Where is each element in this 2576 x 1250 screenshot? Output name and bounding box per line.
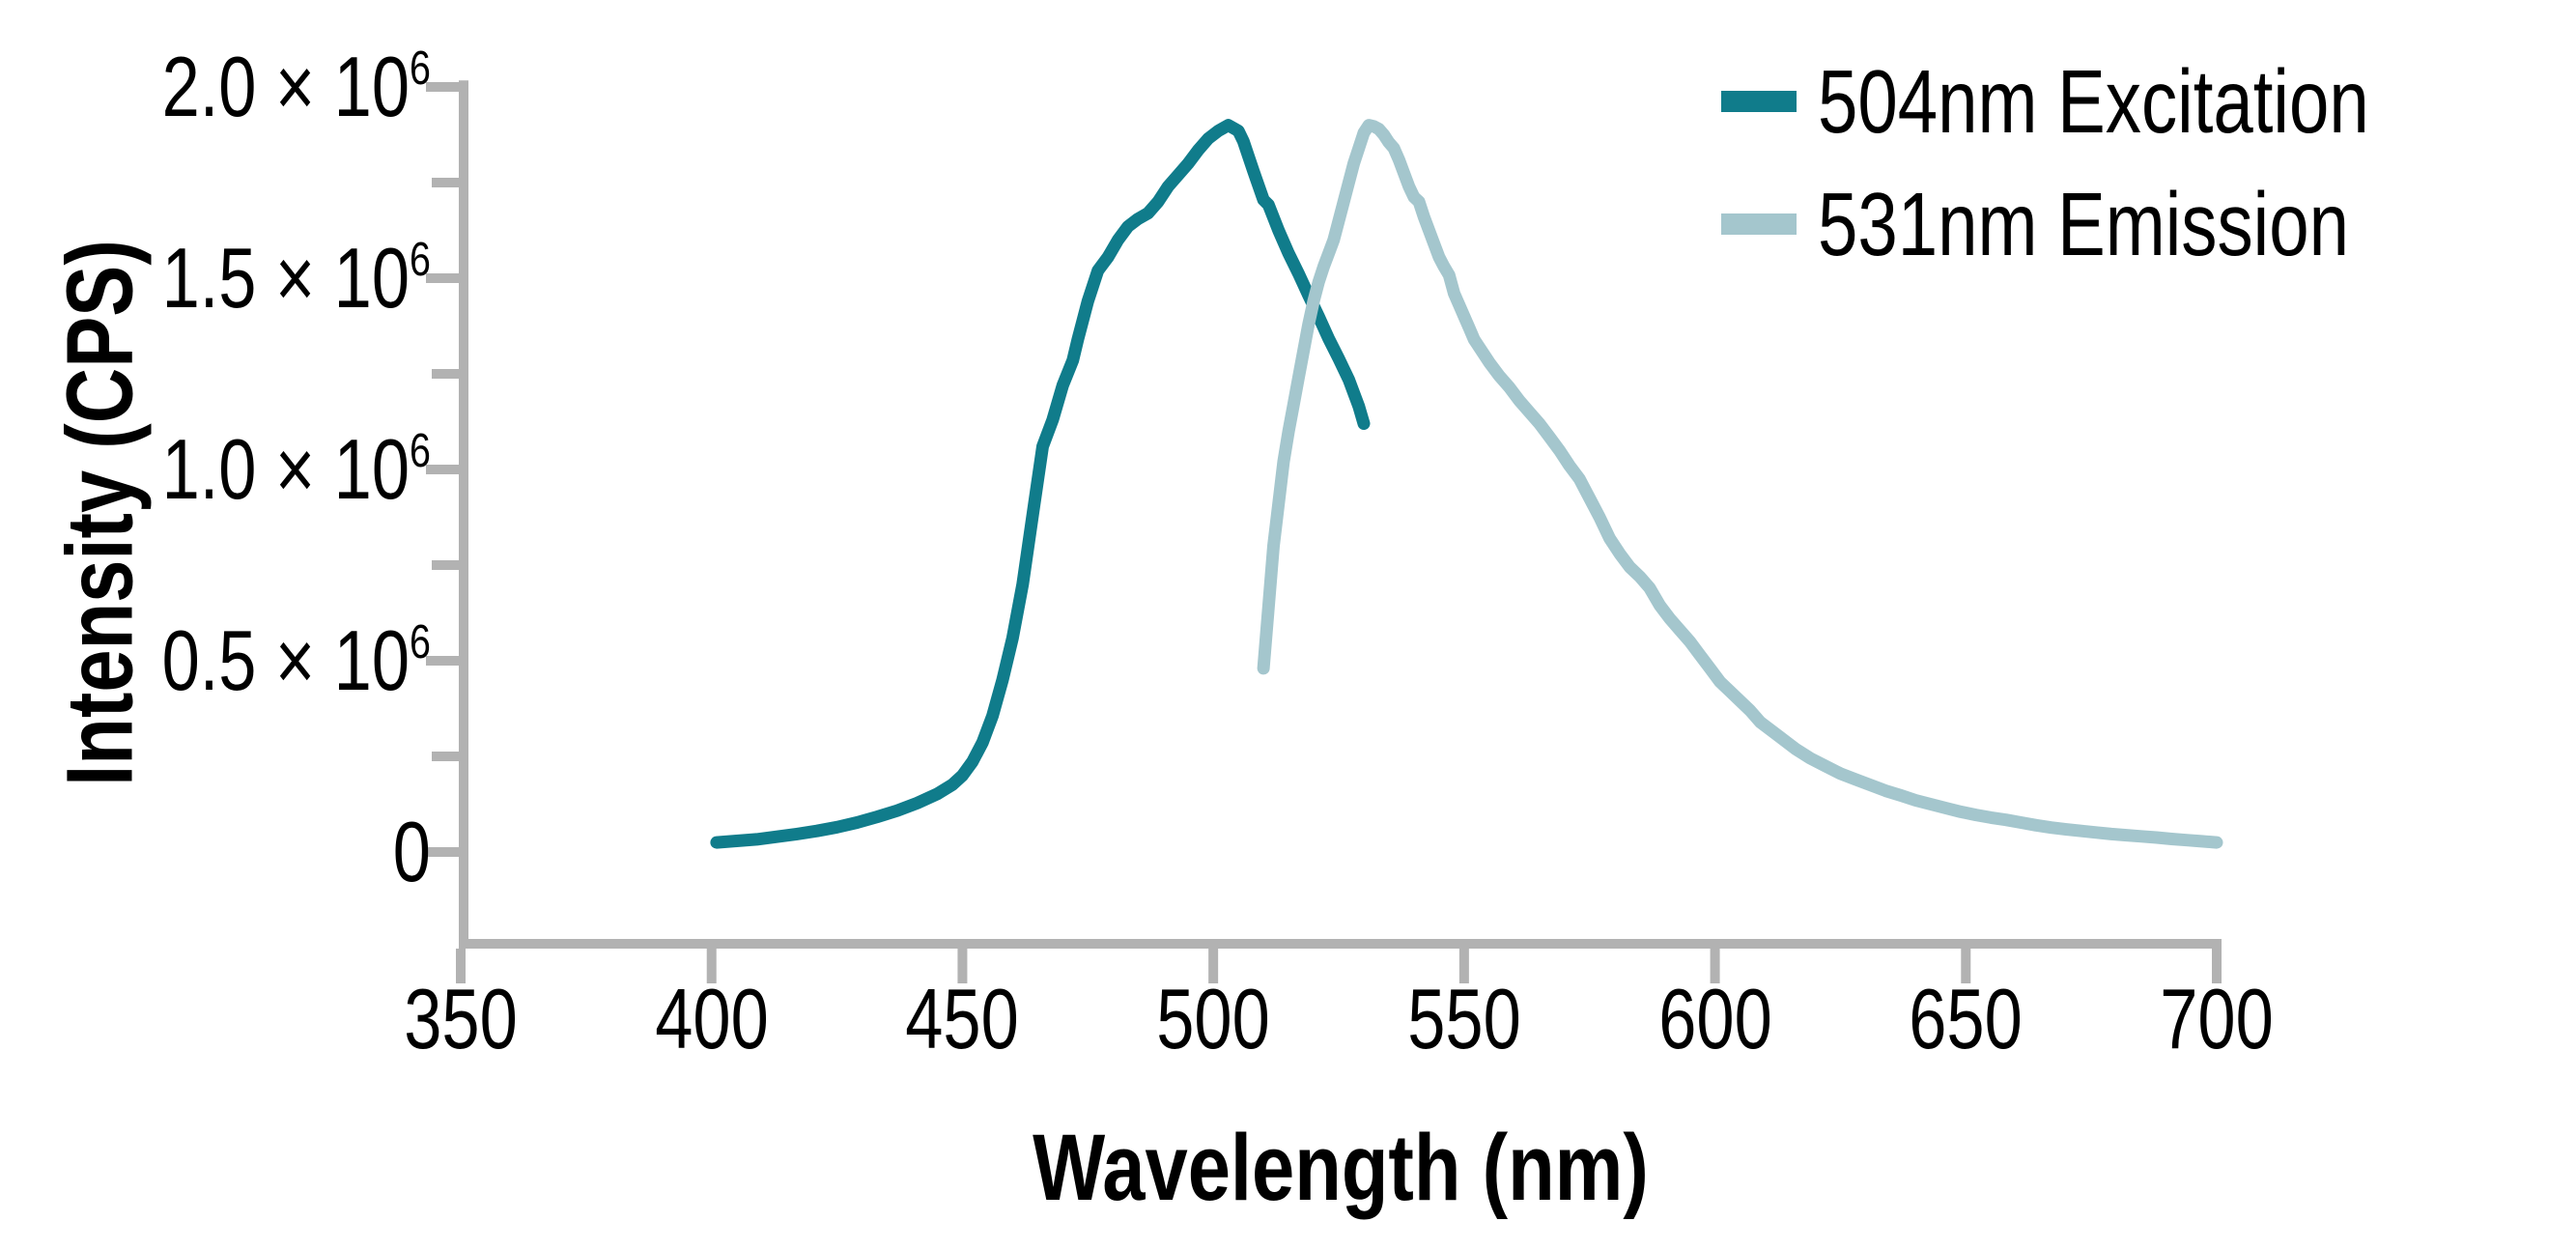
x-tick-label: 350: [404, 971, 518, 1066]
legend-item-emission: 531nm Emission: [1721, 176, 2506, 272]
y-tick-label: 0: [392, 804, 431, 899]
y-tick-label: 1.5 × 106: [161, 230, 431, 326]
x-tick-label: 700: [2160, 971, 2274, 1066]
legend-label-emission: 531nm Emission: [1818, 173, 2349, 274]
legend-item-excitation: 504nm Excitation: [1721, 53, 2506, 150]
y-axis-title: Intensity (CPS): [46, 240, 153, 786]
legend-label-excitation: 504nm Excitation: [1818, 50, 2369, 152]
y-tick-label: 1.0 × 106: [161, 421, 431, 517]
x-tick-label: 650: [1909, 971, 2024, 1066]
legend: 504nm Excitation 531nm Emission: [1721, 53, 2506, 272]
x-tick-label: 400: [654, 971, 769, 1066]
x-axis-title: Wavelength (nm): [1033, 1115, 1649, 1220]
y-tick-label: 0.5 × 106: [161, 612, 431, 708]
legend-swatch-emission: [1721, 213, 1797, 235]
excitation-curve: [710, 119, 1371, 849]
emission-curve: [1257, 119, 2223, 849]
legend-swatch-excitation: [1721, 91, 1797, 112]
x-tick-label: 550: [1407, 971, 1521, 1066]
x-tick-label: 500: [1156, 971, 1270, 1066]
y-tick-label: 2.0 × 106: [161, 39, 431, 134]
x-tick-label: 450: [905, 971, 1020, 1066]
x-tick-label: 600: [1657, 971, 1772, 1066]
